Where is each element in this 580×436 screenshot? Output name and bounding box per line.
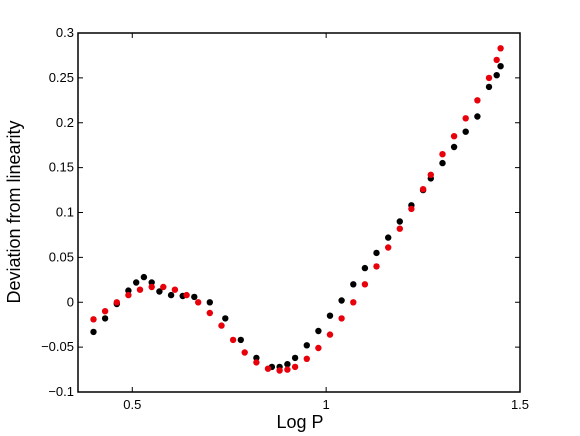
series-2-point xyxy=(485,74,493,82)
series-2-point xyxy=(350,299,357,306)
series-1-point xyxy=(361,264,369,272)
series-2-point xyxy=(439,151,446,158)
series-2-point xyxy=(218,322,225,329)
series-1-point xyxy=(148,279,155,286)
series-2-point xyxy=(303,355,310,362)
series-1-point xyxy=(284,361,291,368)
series-2-point xyxy=(497,45,504,52)
y-tick-label: 0.15 xyxy=(49,160,74,175)
series-1-point xyxy=(373,249,380,257)
series-2-point xyxy=(195,299,202,306)
series-2-point xyxy=(148,283,155,291)
axis-ticks: 0.5 1 1.5 −0.1 −0.05 0 0.05 0.1 0.15 0.2 0.25 0.3 xyxy=(41,25,529,412)
series-2-point xyxy=(291,363,299,371)
series-2-point xyxy=(253,359,260,366)
series-2-point xyxy=(206,309,213,317)
series-2-point xyxy=(125,291,132,299)
x-tick-label: 1.5 xyxy=(511,397,529,412)
series-2-point xyxy=(493,56,500,64)
series-1-point xyxy=(326,312,334,319)
series-2-point xyxy=(408,205,415,213)
y-tick-label: 0.1 xyxy=(56,205,74,220)
series-2-point xyxy=(326,331,334,338)
series-1-point xyxy=(237,336,244,344)
y-tick-label: 0 xyxy=(67,294,74,309)
series-1-point xyxy=(385,234,392,241)
series-2-point xyxy=(462,115,469,122)
series-1-point xyxy=(206,299,213,306)
series-2-point xyxy=(276,367,283,374)
series-2-point xyxy=(315,344,322,352)
series-1-point xyxy=(101,315,109,322)
series-1-point xyxy=(462,128,469,135)
series-1-point xyxy=(253,354,260,362)
series-1-point xyxy=(303,342,310,349)
series-1-point xyxy=(493,72,500,79)
series-2-point xyxy=(101,308,109,315)
y-axis-label: Deviation from linearity xyxy=(4,120,24,303)
series-2-point xyxy=(113,299,121,306)
series-2-point xyxy=(450,133,458,140)
series-2-point xyxy=(229,336,237,344)
x-axis-label: Log P xyxy=(276,412,323,432)
series-2-point xyxy=(284,366,291,373)
series-1-point xyxy=(485,83,493,91)
series-1-point xyxy=(439,159,446,167)
series-1-point xyxy=(222,315,229,322)
series-2-point xyxy=(385,244,392,251)
plot-area xyxy=(78,33,520,392)
series-1-point xyxy=(90,328,97,336)
series-2-point xyxy=(171,286,179,293)
series-2-point xyxy=(241,349,248,356)
series-1-point xyxy=(133,279,140,286)
series-2-point xyxy=(373,263,380,270)
y-tick-label: 0.3 xyxy=(56,25,74,40)
series-2-point xyxy=(427,171,434,178)
series-2-point xyxy=(396,225,403,232)
series-1-point xyxy=(167,291,175,299)
series-1-point xyxy=(125,287,132,294)
series-2-point xyxy=(361,281,369,288)
data-points-layer xyxy=(90,45,504,374)
series-2-point xyxy=(136,286,144,293)
series-1-point xyxy=(450,143,458,151)
x-tick-label: 0.5 xyxy=(123,397,141,412)
series-2-point xyxy=(338,315,345,322)
series-1-point xyxy=(315,327,322,335)
series-1-point xyxy=(140,273,148,281)
y-tick-label: 0.05 xyxy=(49,249,74,264)
x-tick-label: 1 xyxy=(323,397,330,412)
series-1-point xyxy=(338,297,345,304)
series-2-point xyxy=(474,97,481,104)
series-2-point xyxy=(264,365,272,372)
series-2-point xyxy=(90,316,97,323)
series-1-point xyxy=(350,281,357,288)
series-1-point xyxy=(191,293,198,301)
series-1-point xyxy=(156,288,163,295)
y-tick-label: −0.05 xyxy=(41,339,74,354)
y-tick-label: −0.1 xyxy=(48,384,74,399)
series-2-point xyxy=(160,283,167,291)
series-2-point xyxy=(419,186,427,193)
series-1-point xyxy=(291,354,299,362)
series-1-point xyxy=(497,62,504,70)
y-tick-label: 0.25 xyxy=(49,70,74,85)
series-2-point xyxy=(183,291,190,299)
y-tick-label: 0.2 xyxy=(56,115,74,130)
series-1-point xyxy=(474,113,481,120)
series-1-point xyxy=(396,218,403,225)
